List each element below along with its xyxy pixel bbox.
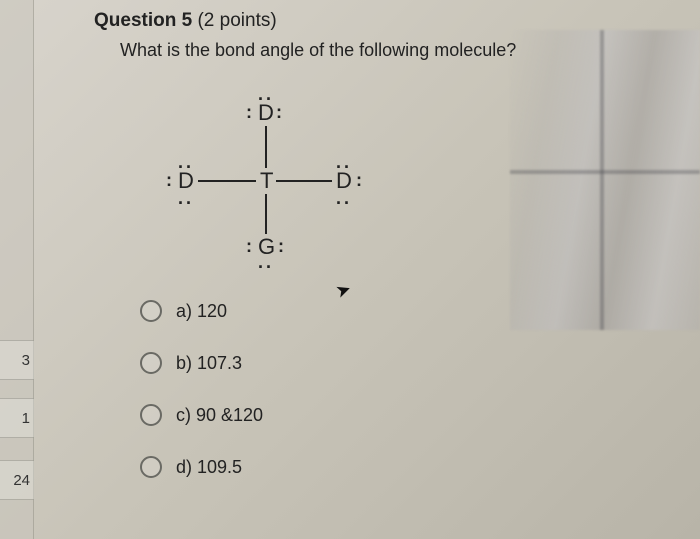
lone-pair-bottom-bottom: .. [258, 258, 274, 267]
lone-pair-bottom-left: : [246, 242, 253, 251]
question-title: Question 5 (2 points) [94, 10, 554, 32]
option-label: b) 107.3 [176, 353, 242, 374]
bond-top [265, 126, 267, 168]
screen-glare [510, 30, 700, 330]
option-label: d) 109.5 [176, 457, 242, 478]
lone-pair-bottom-right: : [278, 242, 285, 251]
left-nav: 3 1 24 [0, 0, 34, 539]
lone-pair-left-bottom: .. [178, 194, 194, 203]
option-a[interactable]: a) 120 [140, 300, 263, 322]
cursor-icon: ➤ [333, 278, 354, 303]
nav-item-label: 3 [22, 352, 30, 369]
question-prompt: What is the bond angle of the following … [120, 40, 554, 61]
lone-pair-left-top: .. [178, 158, 194, 167]
lone-pair-top-right: : [276, 108, 283, 117]
lone-pair-top-top: .. [258, 90, 274, 99]
option-label: c) 90 &120 [176, 405, 263, 426]
nav-item-1[interactable]: 1 [0, 398, 34, 438]
option-label: a) 120 [176, 301, 227, 322]
lone-pair-left-left: : [166, 176, 173, 185]
option-c[interactable]: c) 90 &120 [140, 404, 263, 426]
answer-options: a) 120 b) 107.3 c) 90 &120 d) 109.5 [140, 300, 263, 508]
radio-icon[interactable] [140, 300, 162, 322]
option-d[interactable]: d) 109.5 [140, 456, 263, 478]
lone-pair-right-top: .. [336, 158, 352, 167]
radio-icon[interactable] [140, 456, 162, 478]
nav-item-3[interactable]: 3 [0, 340, 34, 380]
option-b[interactable]: b) 107.3 [140, 352, 263, 374]
molecule-diagram: T D : : .. D : .. .. D : .. .. G : : .. [160, 96, 380, 266]
nav-item-label: 1 [22, 410, 30, 427]
bond-bottom [265, 194, 267, 234]
atom-top: D [258, 102, 274, 124]
lone-pair-top-left: : [246, 108, 253, 117]
radio-icon[interactable] [140, 404, 162, 426]
nav-item-24[interactable]: 24 [0, 460, 34, 500]
nav-item-label: 24 [13, 472, 30, 489]
question-points: (2 points) [197, 10, 276, 31]
lone-pair-right-right: : [356, 176, 363, 185]
question-block: Question 5 (2 points) What is the bond a… [94, 10, 554, 61]
radio-icon[interactable] [140, 352, 162, 374]
question-number: Question 5 [94, 10, 192, 31]
bond-left [198, 180, 256, 182]
lone-pair-right-bottom: .. [336, 194, 352, 203]
bond-right [276, 180, 332, 182]
atom-center: T [260, 170, 273, 192]
